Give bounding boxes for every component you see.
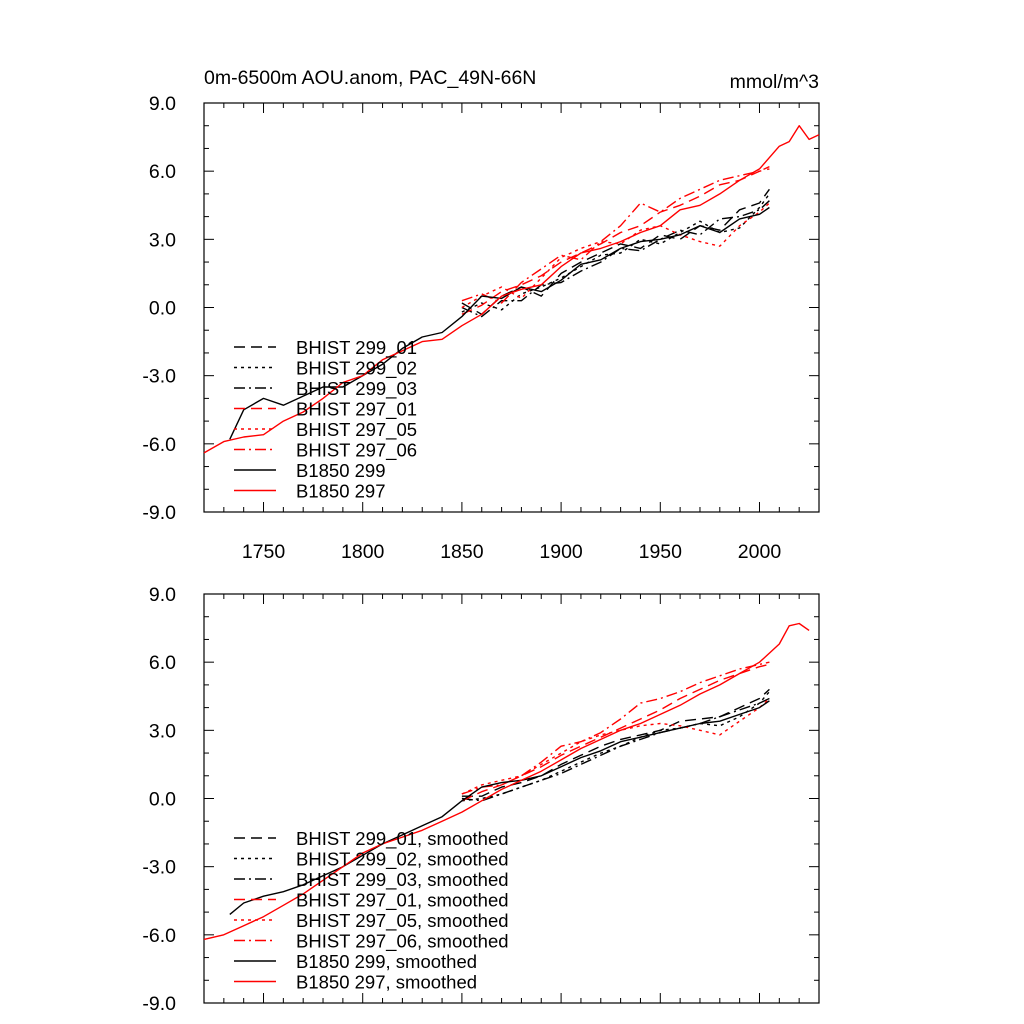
- y-tick-label: -3.0: [142, 366, 176, 388]
- y-tick-label: 6.0: [149, 652, 176, 674]
- x-tick-label: 1950: [639, 541, 683, 563]
- legend-label: BHIST 299_02: [296, 358, 417, 380]
- series-line: [461, 663, 770, 802]
- x-tick-label: 2000: [738, 541, 782, 563]
- legend-label: BHIST 297_06, smoothed: [296, 931, 509, 953]
- chart-title: 0m-6500m AOU.anom, PAC_49N-66N: [204, 67, 536, 89]
- legend-label: BHIST 297_06: [296, 440, 417, 462]
- y-tick-label: -9.0: [142, 502, 176, 524]
- x-tick-label: 1900: [539, 541, 583, 563]
- legend-label: BHIST 299_03: [296, 378, 417, 400]
- y-tick-label: 9.0: [149, 584, 176, 606]
- y-tick-label: -9.0: [142, 993, 176, 1015]
- x-tick-label: 1750: [242, 541, 286, 563]
- y-tick-label: 9.0: [149, 93, 176, 115]
- y-tick-label: 3.0: [149, 229, 176, 251]
- units-label: mmol/m^3: [730, 71, 819, 93]
- x-tick-label: 1800: [341, 541, 385, 563]
- y-tick-label: 0.0: [149, 789, 176, 811]
- series-line: [461, 691, 770, 802]
- legend-label: BHIST 299_01: [296, 337, 417, 359]
- legend-label: B1850 297: [296, 481, 386, 502]
- series-line: [203, 622, 810, 941]
- legend-label: BHIST 297_01: [296, 399, 417, 421]
- legend-label: BHIST 297_05, smoothed: [296, 910, 509, 932]
- legend-label: B1850 299: [296, 460, 386, 481]
- series-line: [461, 168, 770, 315]
- series-line: [461, 200, 770, 318]
- y-tick-label: -6.0: [142, 434, 176, 456]
- y-tick-label: 3.0: [149, 720, 176, 742]
- series-line: [461, 697, 770, 795]
- legend-label: BHIST 297_01, smoothed: [296, 890, 509, 912]
- legend-label: B1850 299, smoothed: [296, 951, 477, 972]
- series-line: [461, 661, 770, 795]
- legend-label: B1850 297, smoothed: [296, 972, 477, 993]
- y-tick-label: 0.0: [149, 298, 176, 320]
- x-tick-label: 1850: [440, 541, 484, 563]
- series-line: [461, 188, 770, 315]
- series-line: [461, 697, 770, 802]
- series-line: [461, 165, 770, 304]
- legend-label: BHIST 297_05: [296, 419, 417, 441]
- series-line: [461, 193, 770, 313]
- series-line: [229, 206, 770, 440]
- series-line: [461, 688, 770, 797]
- legend-label: BHIST 299_03, smoothed: [296, 869, 509, 891]
- legend-label: BHIST 299_01, smoothed: [296, 828, 509, 850]
- y-tick-label: -6.0: [142, 925, 176, 947]
- series-line: [229, 700, 770, 915]
- y-tick-label: -3.0: [142, 857, 176, 879]
- legend-label: BHIST 299_02, smoothed: [296, 849, 509, 871]
- y-tick-label: 6.0: [149, 161, 176, 183]
- series-line: [203, 124, 820, 454]
- chart-panel-2: -9.0 -6.0 -3.0 0.0 3.0 6.0 9.0 BHIST 299_01, sm…: [142, 584, 820, 1015]
- chart-panel-1: -9.0 -6.0 -3.0 0.0 3.0 6.0 9.0 1750 1800 1850 1900…: [142, 93, 820, 563]
